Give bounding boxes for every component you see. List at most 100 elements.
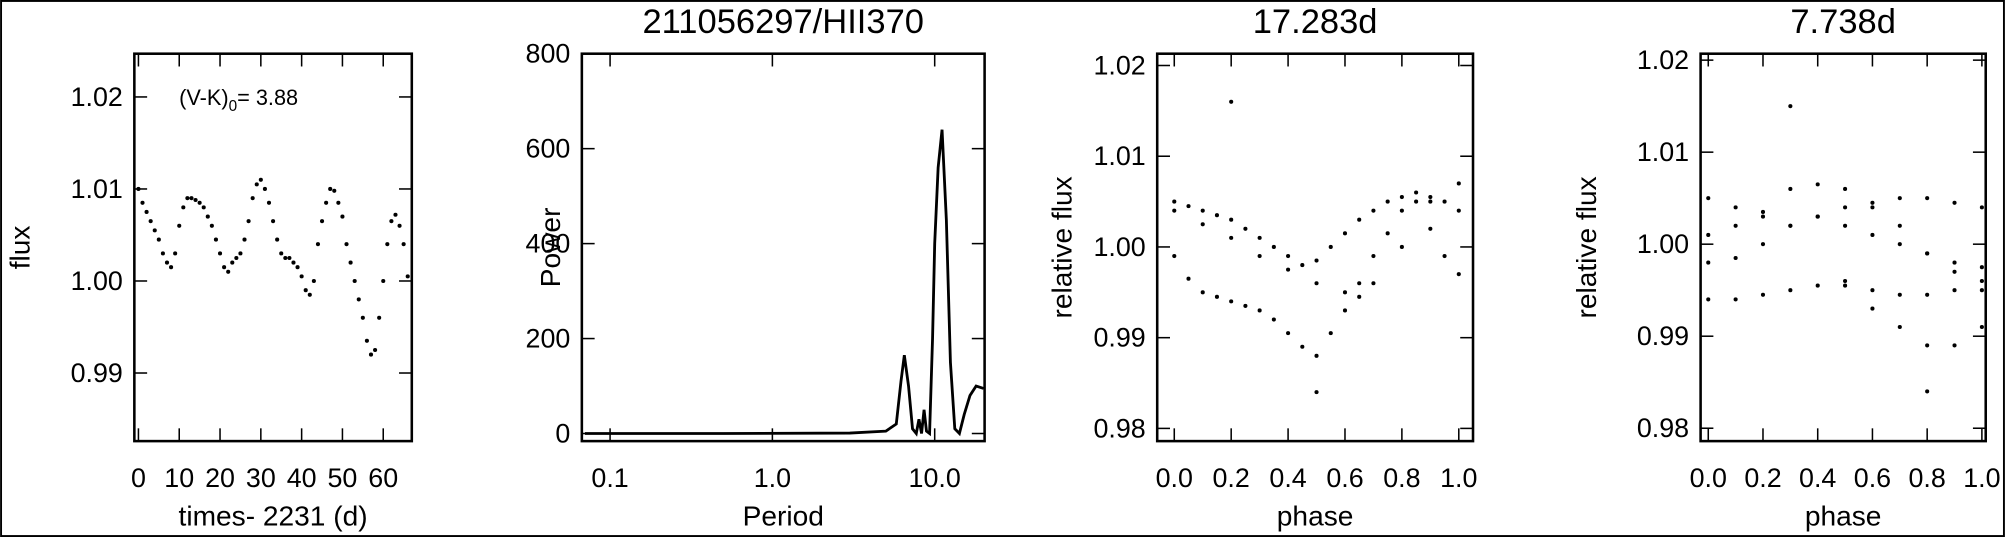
x-tick-label: 1.0 [1963,463,2000,493]
data-point [1172,253,1177,259]
data-point [160,251,165,256]
panel-title: 17.283d [1253,3,1378,41]
data-point [1456,208,1461,213]
y-tick-label: 1.01 [1637,137,1689,167]
data-point [1897,324,1902,330]
annotation-subscript: 0 [229,98,238,115]
data-point [1214,294,1220,299]
panel-title: 211056297/HII370 [642,3,923,41]
y-tick-label: 0.98 [1637,413,1689,443]
data-point [1243,303,1248,308]
data-point [1788,223,1793,228]
x-tick-label: 0.8 [1383,463,1420,493]
x-tick-label: 50 [328,463,358,493]
data-point [1257,308,1262,313]
data-point [368,352,374,357]
x-tick-label: 0.6 [1326,463,1363,493]
data-point [262,186,267,192]
data-point [246,219,251,224]
data-point [1200,222,1205,227]
y-tick-label: 600 [526,134,571,164]
data-point [1399,195,1404,200]
y-tick-label: 1.00 [1093,232,1145,262]
data-point [1706,232,1711,238]
y-tick-label: 0.99 [1637,321,1689,351]
y-tick-label: 0 [555,418,570,448]
data-point [336,200,341,205]
data-point [1428,195,1433,200]
data-point [144,209,149,215]
y-tick-label: 0.99 [1093,323,1145,353]
data-point [1414,199,1419,204]
x-tick-label: 0 [131,463,146,493]
data-point [1286,253,1291,259]
data-point [1314,353,1319,358]
data-point [1300,344,1305,349]
data-point [1788,104,1793,109]
data-point [1843,278,1848,284]
x-tick-label: 40 [287,463,317,493]
data-point [1788,288,1793,293]
data-point [140,200,145,205]
data-point [332,188,337,193]
data-point [1897,196,1902,201]
data-point [1925,196,1930,201]
data-point [222,265,227,270]
x-axis-label: Period [743,500,824,531]
y-tick-label: 0.98 [1093,413,1145,443]
data-point [393,212,398,217]
data-point [1314,281,1319,286]
data-point [164,260,170,265]
data-point [1925,251,1930,256]
data-point [1952,343,1957,348]
x-tick-label: 0.0 [1690,463,1727,493]
annotation-text: (V-K) [179,85,228,110]
data-point [197,200,202,205]
data-point [1870,232,1875,238]
data-point [193,197,198,203]
data-point [279,251,284,256]
data-point [1897,223,1902,228]
data-point [1952,288,1957,293]
data-point [1843,205,1848,210]
data-point [1414,190,1419,195]
data-point [271,219,276,224]
data-point [181,205,186,210]
data-point [1428,199,1433,204]
data-point [1733,205,1738,210]
data-point [299,274,304,279]
x-tick-label: 60 [368,463,398,493]
data-point [226,269,231,274]
data-point [1843,186,1848,192]
x-tick-label: 0.4 [1799,463,1836,493]
data-point [205,214,210,219]
y-tick-label: 1.02 [71,82,123,112]
data-point [1979,324,1984,330]
y-tick-label: 0.99 [71,358,123,388]
data-point [201,205,206,210]
x-tick-label: 0.1 [591,463,628,493]
data-point [1952,269,1957,274]
data-point [340,214,345,219]
data-point [303,288,308,293]
y-tick-label: 1.01 [1093,141,1145,171]
data-point [1271,317,1276,322]
x-tick-label: 1.0 [754,463,791,493]
y-tick-label: 1.01 [71,174,123,204]
x-tick-label: 0.2 [1213,463,1250,493]
data-point [1229,235,1234,240]
data-point [324,200,329,205]
data-point [373,347,378,353]
data-point [173,251,178,256]
y-tick-label: 800 [526,39,571,69]
data-point [1271,244,1276,249]
data-point [1760,292,1766,297]
data-point [1200,290,1205,295]
data-point [1815,283,1820,288]
x-axis-label: phase [1805,500,1882,531]
y-axis-label: flux [5,226,36,270]
data-point [1385,231,1390,236]
power-line [584,129,984,437]
data-point [1357,281,1362,286]
